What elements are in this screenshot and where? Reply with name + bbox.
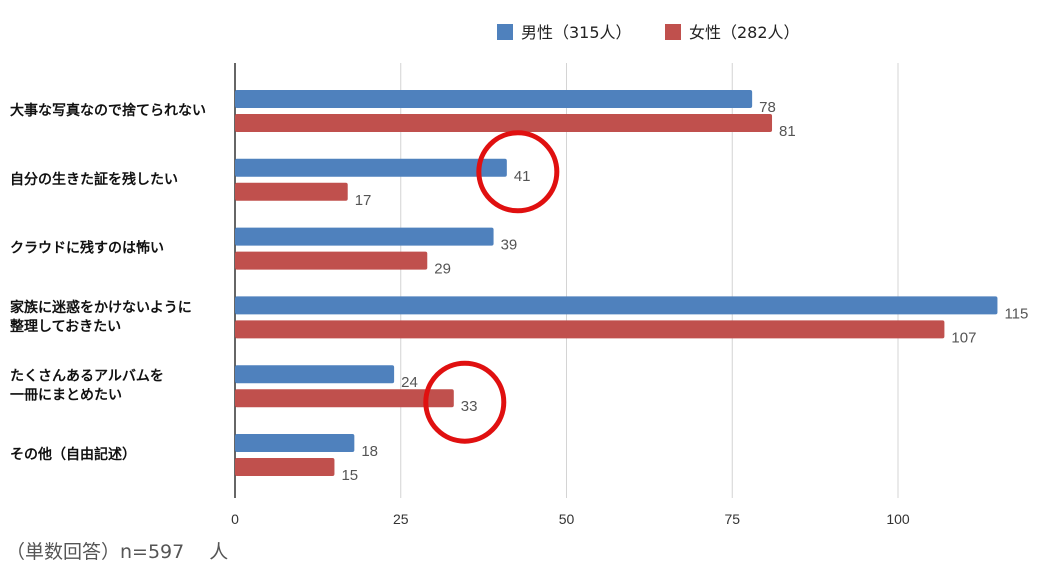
bar-female xyxy=(235,320,945,339)
category-label: たくさんあるアルバムを xyxy=(10,369,164,385)
x-tick-label: 75 xyxy=(724,511,740,527)
bar-female xyxy=(235,251,428,270)
legend-swatch-female xyxy=(665,24,681,40)
bar-male xyxy=(235,434,355,452)
category-label: 整理しておきたい xyxy=(9,318,121,335)
bar-female xyxy=(235,114,773,132)
highlight-circle xyxy=(423,360,507,444)
data-label: 17 xyxy=(355,192,372,209)
data-label: 15 xyxy=(341,467,358,484)
legend-label-male: 男性（315人） xyxy=(521,23,632,42)
category-label: クラウドに残すのは怖い xyxy=(10,240,164,257)
data-label: 33 xyxy=(461,398,478,415)
x-tick-label: 50 xyxy=(559,511,575,527)
bar-female xyxy=(235,458,335,476)
legend-label-female: 女性（282人） xyxy=(689,23,800,42)
x-tick-label: 25 xyxy=(393,511,409,527)
legend-swatch-male xyxy=(497,24,513,40)
bar-female xyxy=(235,389,454,408)
category-label: 自分の生きた証を残したい xyxy=(10,171,178,188)
data-label: 81 xyxy=(779,123,796,140)
bar-male xyxy=(235,158,507,177)
highlight-circle xyxy=(476,130,560,214)
data-label: 115 xyxy=(1004,305,1028,322)
category-label: 大事な写真なので捨てられない xyxy=(10,102,206,119)
data-label: 29 xyxy=(434,261,451,278)
x-tick-label: 100 xyxy=(886,511,910,527)
bar-male xyxy=(235,227,494,246)
category-label: 一冊にまとめたい xyxy=(10,388,122,404)
bar-male xyxy=(235,296,998,315)
footnote: （単数回答）n=597 人 xyxy=(6,541,229,563)
bar-male xyxy=(235,365,395,384)
data-label: 18 xyxy=(361,443,378,460)
category-label: 家族に迷惑をかけないように xyxy=(10,299,192,316)
data-label: 39 xyxy=(501,237,518,254)
bar-male xyxy=(235,90,753,108)
x-tick-label: 0 xyxy=(231,511,239,527)
data-label: 78 xyxy=(759,99,776,116)
data-label: 107 xyxy=(951,329,976,346)
data-label: 24 xyxy=(401,374,418,391)
category-label: その他（自由記述） xyxy=(10,446,136,463)
bar-female xyxy=(235,182,348,201)
data-label: 41 xyxy=(514,168,531,185)
